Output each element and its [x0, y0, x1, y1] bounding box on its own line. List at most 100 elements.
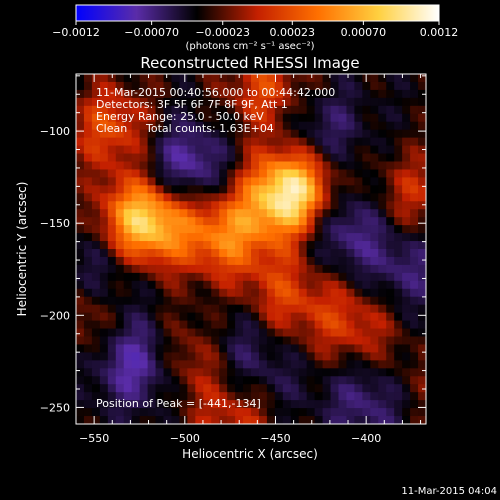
- heatmap-cell: [314, 408, 324, 417]
- heatmap-cell: [330, 288, 340, 298]
- heatmap-cell: [282, 352, 292, 361]
- heatmap-cell: [147, 81, 157, 91]
- heatmap-cell: [370, 344, 379, 354]
- heatmap-cell: [338, 241, 348, 250]
- heatmap-cell: [179, 169, 188, 179]
- heatmap-cell: [274, 392, 284, 401]
- heatmap-cell: [115, 105, 125, 115]
- heatmap-cell: [115, 328, 125, 338]
- heatmap-cell: [378, 97, 387, 107]
- heatmap-cell: [290, 264, 300, 274]
- heatmap-cell: [370, 296, 379, 306]
- heatmap-cell: [195, 105, 204, 115]
- heatmap-cell: [163, 249, 173, 258]
- heatmap-cell: [258, 280, 268, 290]
- heatmap-cell: [410, 408, 419, 417]
- heatmap-cell: [346, 249, 356, 258]
- heatmap-cell: [370, 360, 379, 369]
- heatmap-cell: [243, 400, 252, 409]
- heatmap-cell: [243, 233, 252, 242]
- heatmap-cell: [235, 209, 244, 218]
- heatmap-cell: [171, 344, 181, 354]
- heatmap-cell: [330, 81, 340, 91]
- heatmap-cell: [394, 153, 403, 163]
- heatmap-cell: [346, 272, 356, 282]
- heatmap-cell: [171, 336, 181, 346]
- heatmap-cell: [187, 368, 196, 377]
- heatmap-cell: [282, 256, 292, 266]
- heatmap-cell: [290, 400, 300, 409]
- heatmap-cell: [99, 336, 109, 346]
- heatmap-cell: [107, 368, 117, 377]
- heatmap-cell: [338, 81, 348, 91]
- heatmap-cell: [211, 344, 220, 354]
- heatmap-cell: [402, 416, 411, 424]
- heatmap-cell: [338, 89, 348, 99]
- heatmap-cell: [298, 185, 308, 194]
- heatmap-cell: [187, 344, 196, 354]
- heatmap-cell: [282, 264, 292, 274]
- colorbar-tick-label: −0.00070: [124, 26, 179, 39]
- heatmap-cell: [187, 113, 196, 123]
- heatmap-cell: [386, 185, 395, 194]
- heatmap-cell: [203, 169, 212, 179]
- heatmap-cell: [346, 113, 356, 123]
- heatmap-cell: [91, 280, 101, 290]
- heatmap-cell: [346, 344, 356, 354]
- heatmap-cell: [123, 129, 133, 139]
- heatmap-cell: [131, 408, 141, 417]
- heatmap-cell: [378, 336, 387, 346]
- heatmap-cell: [330, 416, 340, 424]
- heatmap-cell: [211, 201, 220, 210]
- heatmap-cell: [258, 201, 268, 210]
- heatmap-cell: [99, 225, 109, 234]
- heatmap-cell: [235, 328, 244, 338]
- heatmap-cell: [354, 81, 363, 91]
- heatmap-cell: [282, 169, 292, 179]
- heatmap-cell: [418, 352, 426, 361]
- heatmap-cell: [123, 249, 133, 258]
- heatmap-cell: [187, 336, 196, 346]
- heatmap-cell: [76, 264, 85, 274]
- heatmap-cell: [370, 376, 379, 385]
- heatmap-cell: [211, 296, 220, 306]
- heatmap-cell: [115, 209, 125, 218]
- heatmap-cell: [76, 304, 85, 314]
- heatmap-cell: [115, 249, 125, 258]
- heatmap-cell: [163, 312, 173, 322]
- heatmap-cell: [187, 217, 196, 226]
- heatmap-cell: [402, 161, 411, 171]
- heatmap-cell: [290, 272, 300, 282]
- heatmap-cell: [330, 384, 340, 393]
- heatmap-cell: [76, 376, 85, 385]
- heatmap-cell: [147, 272, 157, 282]
- heatmap-cell: [235, 288, 244, 298]
- heatmap-cell: [306, 400, 316, 409]
- heatmap-cell: [354, 360, 363, 369]
- heatmap-cell: [402, 105, 411, 115]
- heatmap-cell: [131, 169, 141, 179]
- heatmap-cell: [258, 105, 268, 115]
- heatmap-cell: [322, 113, 332, 123]
- heatmap-cell: [107, 225, 117, 234]
- heatmap-cell: [83, 264, 93, 274]
- heatmap-cell: [251, 193, 260, 202]
- heatmap-cell: [258, 81, 268, 91]
- heatmap-cell: [346, 328, 356, 338]
- heatmap-cell: [235, 296, 244, 306]
- heatmap-cell: [76, 320, 85, 330]
- heatmap-cell: [314, 97, 324, 107]
- heatmap-cell: [298, 105, 308, 115]
- heatmap-cell: [258, 74, 268, 83]
- heatmap-cell: [219, 352, 228, 361]
- heatmap-cell: [274, 280, 284, 290]
- heatmap-cell: [322, 81, 332, 91]
- heatmap-cell: [171, 368, 181, 377]
- heatmap-cell: [99, 296, 109, 306]
- heatmap-cell: [76, 169, 85, 179]
- heatmap-cell: [266, 145, 276, 155]
- heatmap-cell: [227, 392, 236, 401]
- heatmap-cell: [195, 217, 204, 226]
- heatmap-cell: [187, 193, 196, 202]
- heatmap-cell: [211, 129, 220, 139]
